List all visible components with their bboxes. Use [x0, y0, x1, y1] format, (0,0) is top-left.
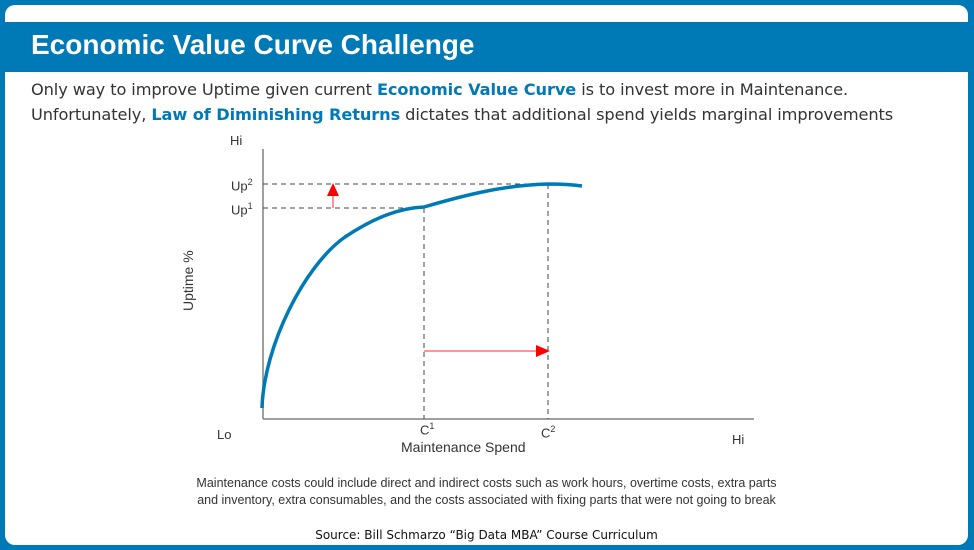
- up2-label: Up2: [231, 177, 253, 194]
- footnote: Maintenance costs could include direct a…: [196, 476, 777, 507]
- slide: Economic Value Curve Challenge Only way …: [5, 5, 968, 545]
- intro-line-2: Unfortunately, Law of Diminishing Return…: [31, 105, 894, 124]
- up-arrow-icon: [327, 183, 339, 196]
- source-citation: Source: Bill Schmarzo “Big Data MBA” Cou…: [315, 528, 658, 542]
- up1-label: Up1: [231, 201, 253, 218]
- x-axis-title: Maintenance Spend: [401, 439, 526, 455]
- highlight-law-of-diminishing-returns: Law of Diminishing Returns: [151, 105, 401, 124]
- header-bar: Economic Value Curve Challenge: [5, 22, 968, 72]
- c2-label: C2: [541, 424, 556, 441]
- intro-line-1: Only way to improve Uptime given current…: [31, 80, 848, 99]
- slide-title: Economic Value Curve Challenge: [31, 29, 475, 60]
- x-axis-hi-label: Hi: [732, 432, 745, 447]
- highlight-economic-value-curve: Economic Value Curve: [376, 80, 577, 99]
- x-axis-lo-label: Lo: [217, 427, 232, 442]
- economic-value-curve: [260, 182, 583, 409]
- y-axis-title: Uptime %: [180, 250, 196, 311]
- economic-value-curve-diagram: [260, 149, 754, 420]
- y-axis-hi-label: Hi: [230, 133, 243, 148]
- intro-text: Only way to improve Uptime given current…: [31, 77, 961, 127]
- right-arrow-icon: [536, 345, 550, 357]
- c1-label: C1: [420, 421, 435, 438]
